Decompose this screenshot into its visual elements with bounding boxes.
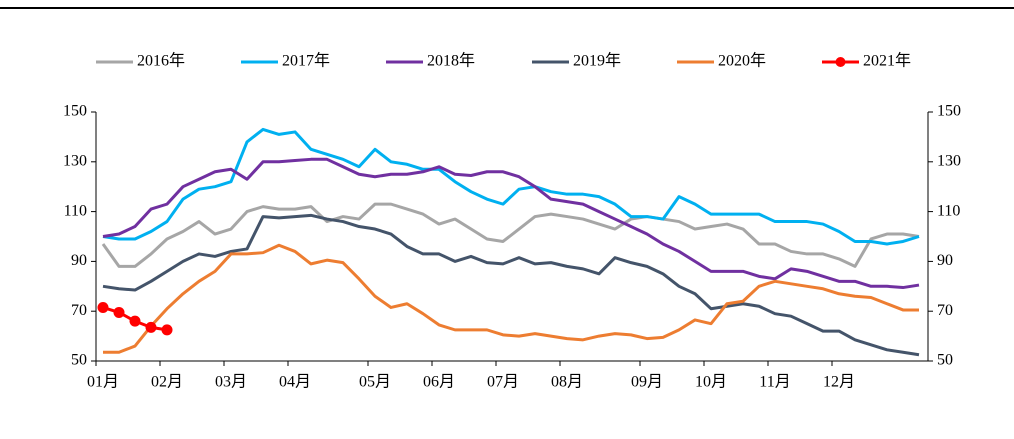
x-tick-label: 10月 [695,374,727,391]
x-tick-label: 02月 [151,374,183,391]
y2-tick-label: 70 [937,302,953,319]
y-tick-label: 70 [71,302,87,319]
legend-label: 2018年 [427,52,475,70]
y-tick-label: 50 [71,352,87,369]
y-tick-label: 130 [63,152,87,169]
y-tick-label: 110 [64,202,87,219]
x-tick-label: 11月 [759,374,790,391]
y2-tick-label: 90 [937,252,953,269]
data-point [161,324,173,336]
y2-tick-label: 130 [937,152,961,169]
x-tick-label: 09月 [631,374,663,391]
y2-tick-label: 110 [937,202,960,219]
legend-label: 2017年 [282,52,330,70]
legend-marker [835,57,846,67]
data-point [129,315,141,327]
legend-label: 2019年 [573,52,621,70]
legend-label: 2021年 [863,52,911,70]
x-tick-label: 03月 [215,374,247,391]
x-tick-label: 05月 [359,374,391,391]
y-tick-label: 150 [63,103,87,120]
series-line [102,157,920,290]
series-line [101,202,920,268]
data-point [113,306,125,318]
data-point [97,301,109,313]
x-tick-label: 01月 [87,374,119,391]
series-line [102,127,920,246]
y2-tick-label: 150 [937,103,961,120]
x-tick-label: 08月 [551,374,583,391]
x-tick-label: 12月 [823,374,855,391]
series-line [102,213,920,357]
legend-label: 2020年 [718,52,766,70]
series-line [103,243,919,354]
x-tick-label: 04月 [279,374,311,391]
x-tick-label: 07月 [487,374,519,391]
legend-label: 2016年 [137,52,185,70]
y2-tick-label: 50 [937,352,953,369]
data-point [145,321,157,333]
y-tick-label: 90 [71,252,87,269]
x-tick-label: 06月 [423,374,455,391]
axes [95,112,929,362]
